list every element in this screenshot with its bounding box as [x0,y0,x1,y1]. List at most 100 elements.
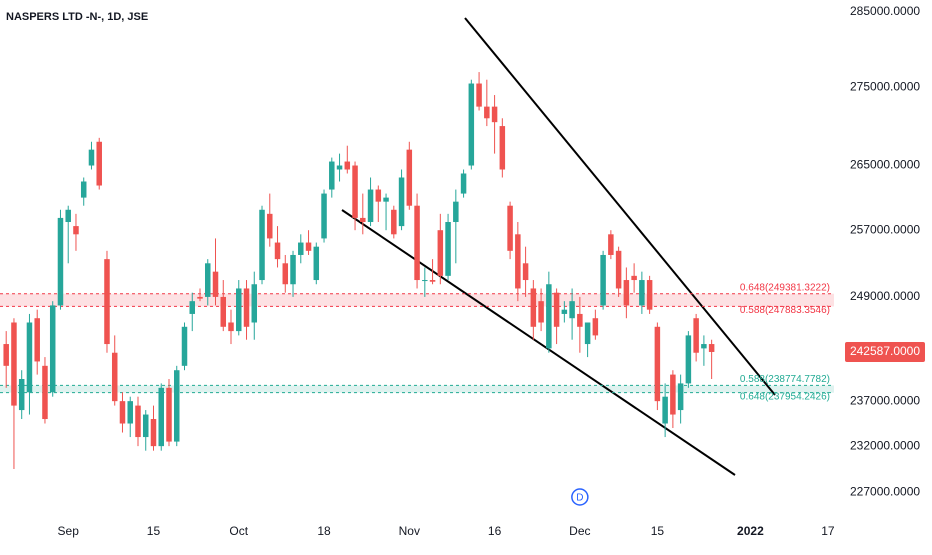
candle-body [391,209,397,235]
candle-body [631,275,637,281]
candle-body [205,263,211,297]
candle-body [476,83,482,107]
event-marker [571,488,589,506]
candle-body [561,309,568,314]
candle-body [375,189,382,202]
y-tick-label: 265000.0000 [850,158,920,172]
candle-body [305,242,312,251]
candle-body [491,106,498,123]
candle-body [484,106,490,119]
candle-body [460,173,467,194]
candle-body [181,326,188,366]
candle-body [383,197,389,202]
candle-body [26,322,33,393]
candle-body [290,254,296,285]
x-tick-label: 17 [821,524,835,538]
candle-body [398,177,405,227]
last-price-label: 242587.0000 [850,344,920,358]
y-tick-label: 249000.0000 [850,289,920,303]
candle-body [236,288,242,332]
candle-body [367,189,374,223]
x-tick-label: 18 [317,524,331,538]
candle-body [135,405,141,438]
candle-body [49,305,56,393]
candle-body [445,222,451,276]
x-tick-label: Sep [58,524,80,538]
candle-body [670,374,676,415]
trend-line [464,17,776,396]
level-label: 0.588(238774.7782) [740,374,830,385]
candle-body [104,259,110,345]
candle-body [538,301,544,323]
candle-body [313,246,320,281]
candle-body [406,149,413,206]
candle-body [693,318,699,353]
candle-body [329,161,335,190]
candle-body [701,344,707,349]
candle-body [654,326,661,402]
candle-body [646,280,653,310]
candle-body [546,284,552,349]
candle-body [88,149,95,166]
level-label: 0.648(249381.3222) [740,282,830,293]
candle-body [96,141,102,186]
candle-body [3,344,9,366]
event-label: D [576,493,583,504]
candle-body [42,365,48,420]
candle-body [259,209,265,281]
candle-body [600,254,606,306]
candle-body [150,419,157,447]
candle-body [608,234,614,255]
x-tick-label: 16 [488,524,502,538]
y-tick-label: 227000.0000 [850,484,920,498]
chart-title: NASPERS LTD -N-, 1D, JSE [6,11,148,23]
candle-body [429,280,436,282]
x-tick-label: Dec [569,524,590,538]
level-band [0,385,834,393]
candle-body [639,280,645,306]
candle-body [569,301,575,319]
candle-body [336,165,343,170]
candle-body [34,318,40,362]
x-tick-label: 2022 [737,524,764,538]
candle-body [267,213,273,239]
candle-body [251,284,258,323]
candle-body [352,165,358,218]
candle-body [228,322,234,332]
candle-body [142,414,149,438]
x-tick-label: 15 [651,524,665,538]
candle-body [282,263,289,285]
candle-body [57,217,64,306]
candle-body [515,234,521,289]
level-label: 0.588(247883.3546) [740,305,830,316]
y-tick-label: 232000.0000 [850,438,920,452]
candle-body [220,296,227,327]
y-tick-label: 257000.0000 [850,222,920,236]
candle-body [243,288,250,327]
candle-body [158,387,164,447]
candle-body [18,379,25,411]
candle-body [577,313,583,327]
candle-body [453,201,459,223]
last-price-box [845,341,925,362]
candle-body [677,383,684,411]
candle-body [507,205,513,251]
candle-body [414,205,420,281]
candle-body [584,322,591,345]
candle-body [274,242,281,260]
candle-body [80,181,87,198]
y-tick-label: 275000.0000 [850,80,920,94]
candle-body [11,322,17,406]
x-tick-label: 15 [147,524,161,538]
x-tick-label: Nov [399,524,420,538]
candle-body [197,296,203,299]
candle-body [499,126,506,170]
candle-body [468,83,475,166]
candle-body [189,301,196,314]
candle-body [662,396,668,424]
y-tick-label: 285000.0000 [850,4,920,18]
candle-body [615,250,622,289]
candle-body [685,335,692,384]
